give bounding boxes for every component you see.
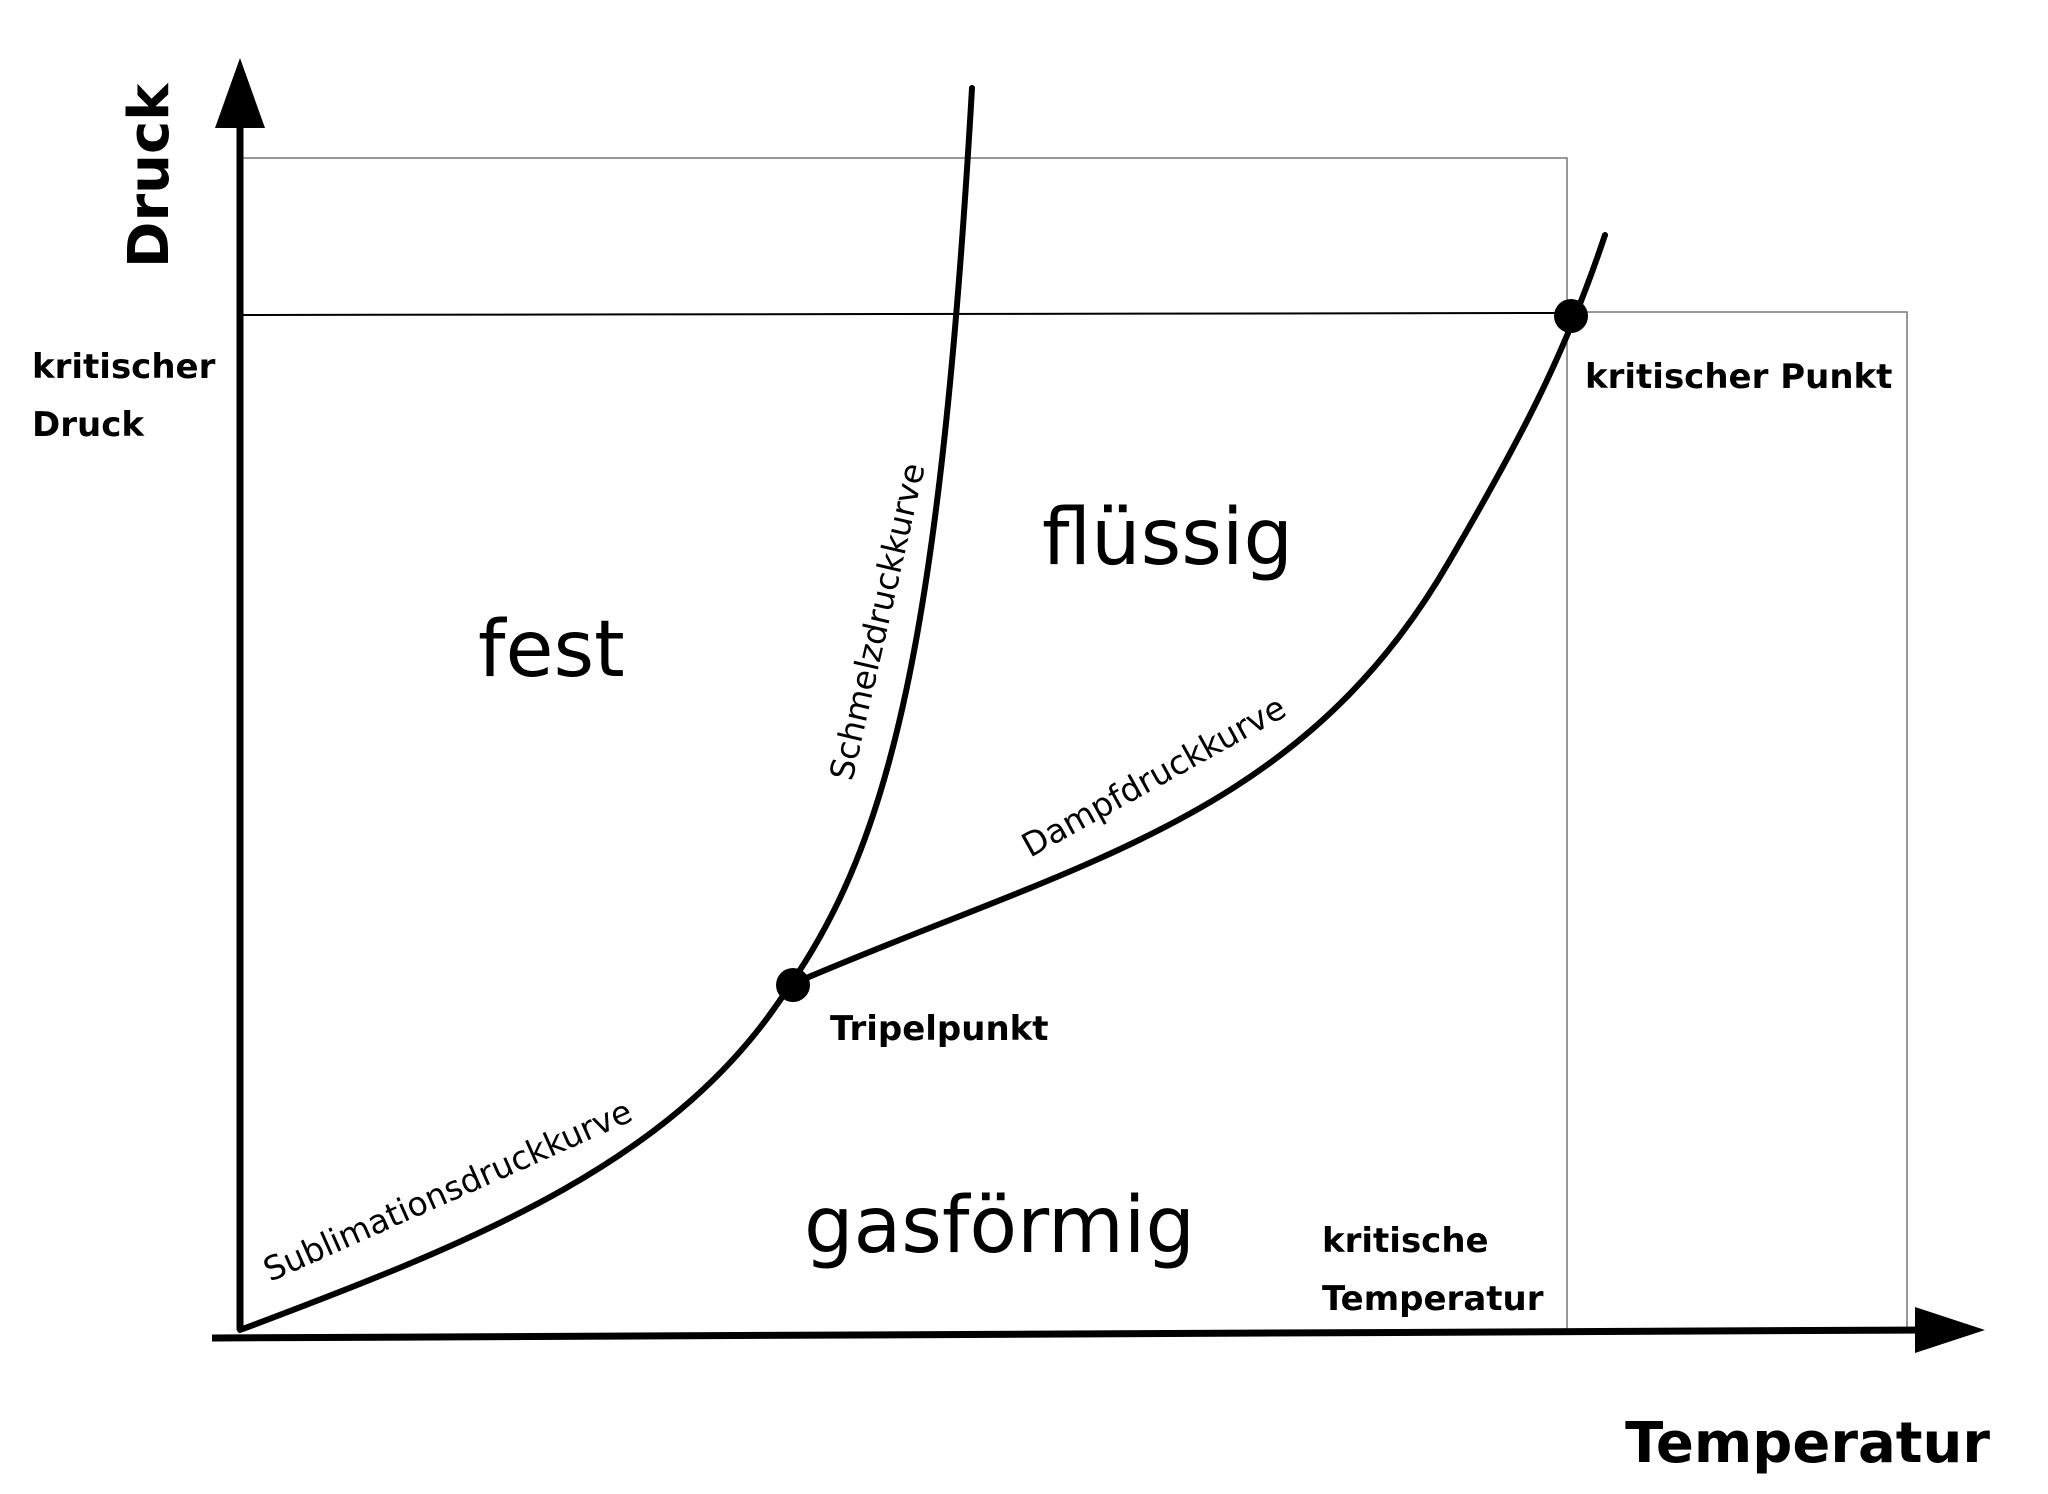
x-axis-title: Temperatur <box>1625 1411 1990 1476</box>
triple-point-label: Tripelpunkt <box>830 1009 1049 1049</box>
critical-point <box>1554 299 1588 333</box>
x-axis <box>211 1326 1926 1342</box>
vapor-curve <box>787 232 1608 988</box>
melting-curve <box>787 85 975 988</box>
critical-pressure-label-line2: Druck <box>32 405 145 445</box>
region-gas-label: gasförmig <box>804 1181 1195 1271</box>
critical-pressure-line <box>239 312 1566 316</box>
y-axis-title: Druck <box>117 82 182 268</box>
critical-temperature-label-line2: Temperatur <box>1322 1279 1544 1319</box>
critical-temperature-label-line1: kritische <box>1322 1221 1489 1261</box>
sublimation-curve <box>237 982 793 1333</box>
supercritical-frame <box>1567 311 1908 1330</box>
region-liquid-label: flüssig <box>1042 493 1293 583</box>
outer-frame <box>240 157 1568 1330</box>
critical-point-label: kritischer Punkt <box>1585 357 1892 397</box>
triple-point <box>776 968 810 1002</box>
region-solid-label: fest <box>478 605 625 695</box>
melting-curve-label: Schmelzdruckkurve <box>822 459 933 784</box>
critical-pressure-label-line1: kritischer <box>32 347 216 387</box>
y-axis-arrowhead <box>215 58 265 128</box>
sublimation-curve-label: Sublimationsdruckkurve <box>257 1091 637 1289</box>
x-axis-arrowhead <box>1915 1307 1985 1353</box>
